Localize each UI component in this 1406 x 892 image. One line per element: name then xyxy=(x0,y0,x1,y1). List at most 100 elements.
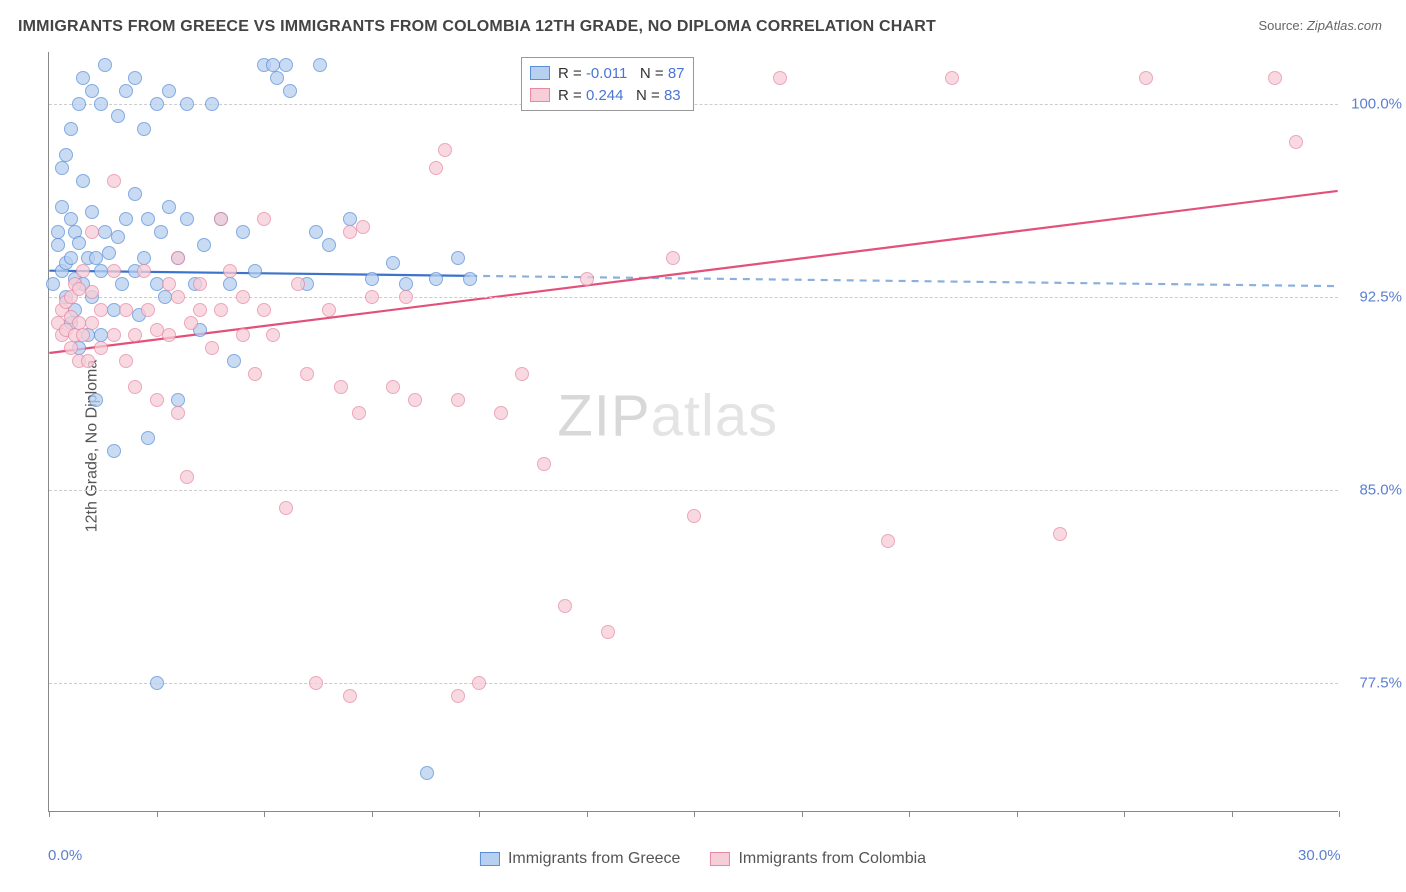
y-tick-label: 100.0% xyxy=(1351,95,1402,112)
source-prefix: Source: xyxy=(1258,18,1306,33)
legend-swatch-colombia xyxy=(710,852,730,866)
data-point xyxy=(72,236,86,250)
data-point xyxy=(85,84,99,98)
data-point xyxy=(205,341,219,355)
data-point xyxy=(205,97,219,111)
data-point xyxy=(322,303,336,317)
data-point xyxy=(76,174,90,188)
data-point xyxy=(72,97,86,111)
data-point xyxy=(150,676,164,690)
data-point xyxy=(365,272,379,286)
legend-label-greece: Immigrants from Greece xyxy=(508,850,680,868)
data-point xyxy=(119,303,133,317)
data-point xyxy=(94,328,108,342)
x-tick xyxy=(802,811,803,817)
data-point xyxy=(881,534,895,548)
data-point xyxy=(537,457,551,471)
data-point xyxy=(279,501,293,515)
data-point xyxy=(266,328,280,342)
data-point xyxy=(128,187,142,201)
data-point xyxy=(334,380,348,394)
data-point xyxy=(266,58,280,72)
data-point xyxy=(601,625,615,639)
data-point xyxy=(352,406,366,420)
data-point xyxy=(85,205,99,219)
data-point xyxy=(399,290,413,304)
stats-swatch xyxy=(530,88,550,102)
data-point xyxy=(85,285,99,299)
data-point xyxy=(89,393,103,407)
data-point xyxy=(300,367,314,381)
legend-label-colombia: Immigrants from Colombia xyxy=(738,850,926,868)
data-point xyxy=(102,246,116,260)
data-point xyxy=(214,212,228,226)
data-point xyxy=(98,225,112,239)
data-point xyxy=(154,225,168,239)
data-point xyxy=(429,272,443,286)
data-point xyxy=(72,282,86,296)
data-point xyxy=(141,303,155,317)
stats-legend: R = -0.011 N = 87R = 0.244 N = 83 xyxy=(521,57,694,111)
data-point xyxy=(107,264,121,278)
data-point xyxy=(150,323,164,337)
data-point xyxy=(98,58,112,72)
data-point xyxy=(141,431,155,445)
data-point xyxy=(451,393,465,407)
stats-row: R = -0.011 N = 87 xyxy=(530,62,685,84)
data-point xyxy=(180,97,194,111)
data-point xyxy=(515,367,529,381)
data-point xyxy=(270,71,284,85)
legend-swatch-greece xyxy=(480,852,500,866)
data-point xyxy=(180,470,194,484)
grid-line xyxy=(49,683,1338,684)
data-point xyxy=(236,328,250,342)
data-point xyxy=(248,367,262,381)
data-point xyxy=(386,380,400,394)
data-point xyxy=(279,58,293,72)
data-point xyxy=(773,71,787,85)
y-tick-label: 92.5% xyxy=(1359,288,1402,305)
data-point xyxy=(162,200,176,214)
plot-area: ZIPatlas 77.5%85.0%92.5%100.0% xyxy=(48,52,1338,812)
data-point xyxy=(666,251,680,265)
data-point xyxy=(64,212,78,226)
data-point xyxy=(107,303,121,317)
data-point xyxy=(1139,71,1153,85)
data-point xyxy=(94,303,108,317)
data-point xyxy=(119,212,133,226)
data-point xyxy=(59,148,73,162)
data-point xyxy=(463,272,477,286)
data-point xyxy=(137,122,151,136)
data-point xyxy=(76,71,90,85)
x-tick xyxy=(1232,811,1233,817)
data-point xyxy=(89,251,103,265)
data-point xyxy=(248,264,262,278)
data-point xyxy=(283,84,297,98)
data-point xyxy=(472,676,486,690)
data-point xyxy=(85,225,99,239)
data-point xyxy=(343,225,357,239)
data-point xyxy=(257,212,271,226)
grid-line xyxy=(49,490,1338,491)
data-point xyxy=(150,393,164,407)
chart-container: IMMIGRANTS FROM GREECE VS IMMIGRANTS FRO… xyxy=(0,0,1406,892)
x-tick xyxy=(909,811,910,817)
stats-swatch xyxy=(530,66,550,80)
data-point xyxy=(94,341,108,355)
data-point xyxy=(85,316,99,330)
data-point xyxy=(111,230,125,244)
data-point xyxy=(51,238,65,252)
stats-row: R = 0.244 N = 83 xyxy=(530,84,685,106)
data-point xyxy=(171,251,185,265)
x-tick xyxy=(694,811,695,817)
data-point xyxy=(137,264,151,278)
data-point xyxy=(438,143,452,157)
source-link[interactable]: ZipAtlas.com xyxy=(1307,18,1382,33)
data-point xyxy=(193,277,207,291)
regression-lines xyxy=(49,52,1338,811)
x-tick xyxy=(1124,811,1125,817)
data-point xyxy=(451,689,465,703)
bottom-legend: Immigrants from Greece Immigrants from C… xyxy=(480,850,926,868)
data-point xyxy=(107,174,121,188)
data-point xyxy=(257,303,271,317)
